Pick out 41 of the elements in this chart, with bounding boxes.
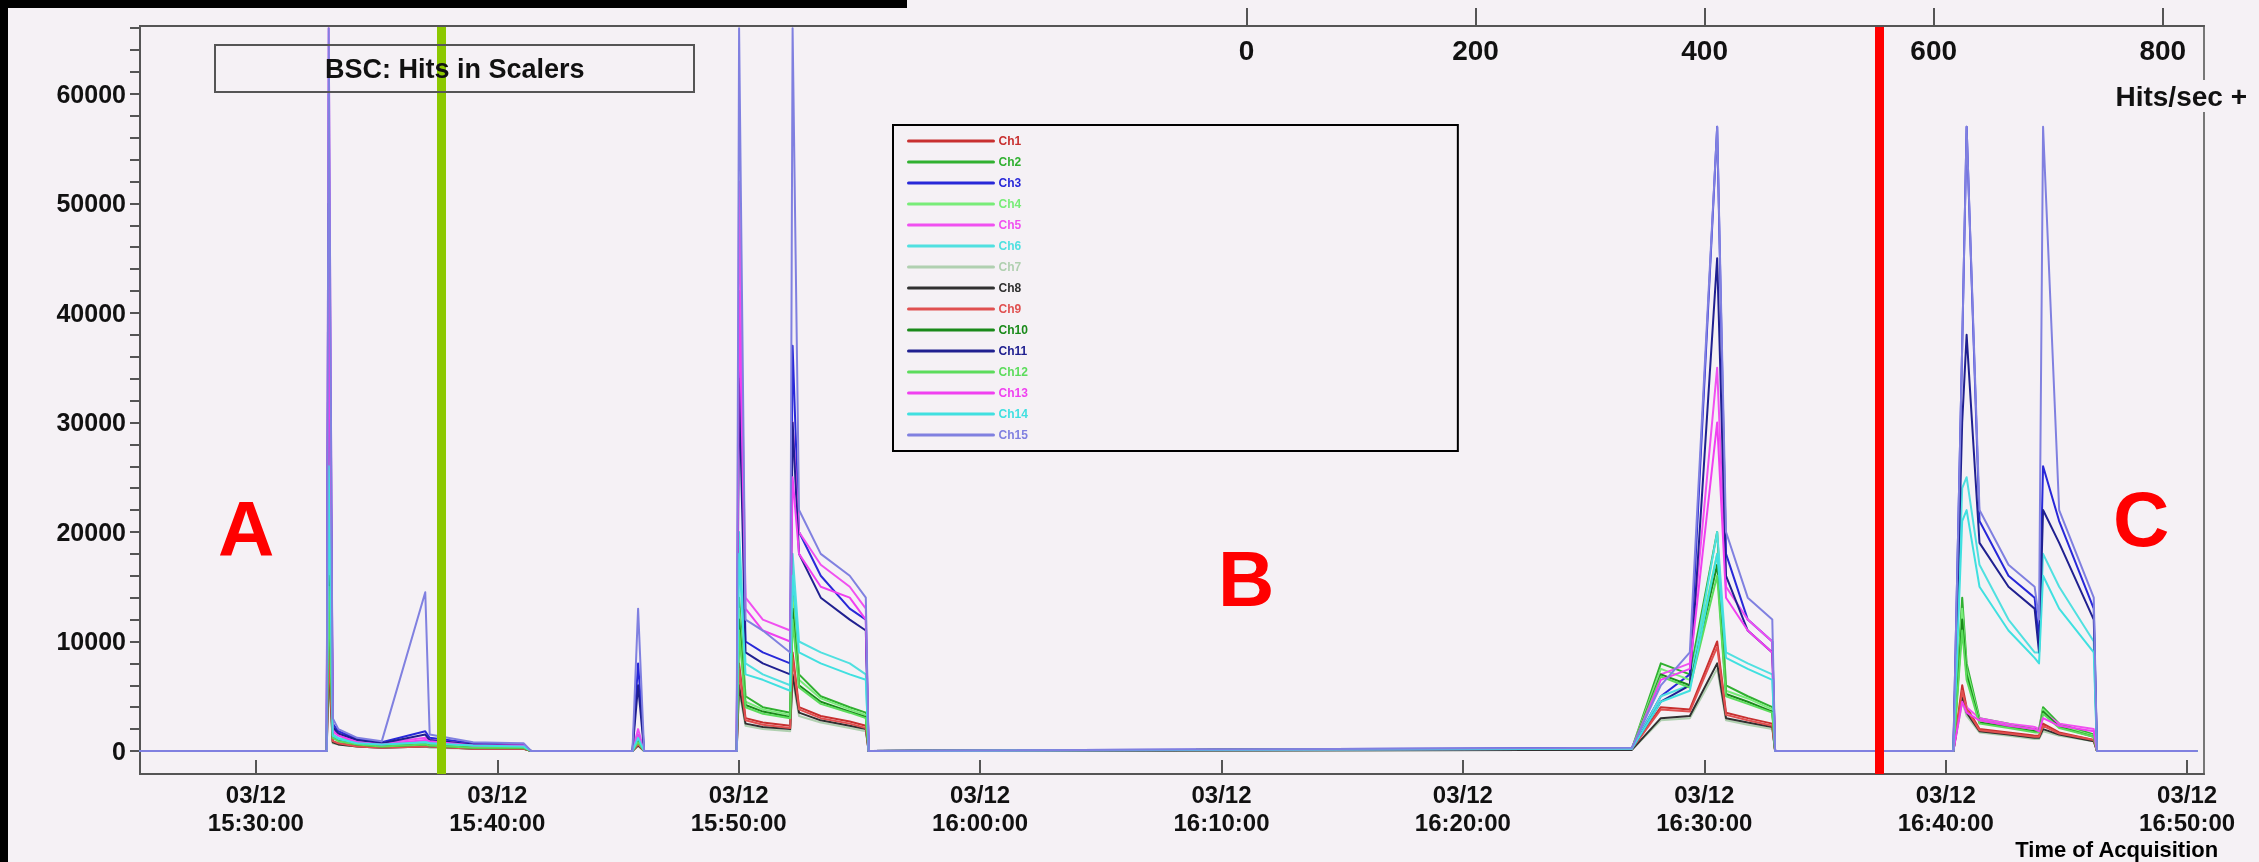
annotation: A — [218, 485, 275, 573]
text: Ch8 — [998, 281, 1022, 295]
text: Ch3 — [998, 176, 1022, 190]
text: Ch5 — [998, 218, 1022, 232]
text: Ch10 — [998, 323, 1029, 337]
text: Ch4 — [998, 197, 1022, 211]
x-tick-label: 03/12 15:50:00 — [690, 780, 787, 836]
x2-tick-label: 400 — [1681, 34, 1728, 66]
annotation: C — [2113, 475, 2170, 563]
text: Ch6 — [998, 239, 1022, 253]
x-tick-label: 03/12 16:50:00 — [2139, 780, 2236, 836]
x2-tick-label: 800 — [2139, 34, 2187, 66]
text: Ch9 — [998, 302, 1022, 316]
x-tick-label: 03/12 16:10:00 — [1173, 780, 1270, 836]
annotation: B — [1218, 535, 1275, 623]
x-tick-label: 03/12 16:30:00 — [1656, 780, 1753, 836]
y-tick-label: 10000 — [56, 627, 126, 656]
text: Ch2 — [998, 155, 1022, 169]
x-tick-label: 03/12 16:40:00 — [1897, 780, 1994, 836]
x2-tick-label: 0 — [1238, 34, 1255, 66]
y-tick-label: 40000 — [56, 298, 126, 327]
y-tick-label: 20000 — [56, 517, 126, 546]
x-axis-title: Time of Acquisition — [2015, 836, 2219, 862]
x2-tick-label: 200 — [1452, 34, 1499, 66]
text: Ch7 — [998, 260, 1022, 274]
text: Ch13 — [998, 386, 1029, 400]
x2-axis-title: Hits/sec + — [2115, 80, 2248, 112]
text: Ch11 — [998, 344, 1028, 358]
y-tick-label: 30000 — [56, 408, 126, 437]
x-tick-label: 03/12 15:40:00 — [449, 780, 546, 836]
text: Ch14 — [998, 407, 1029, 421]
x-tick-label: 03/12 16:20:00 — [1414, 780, 1511, 836]
y-tick-label: 0 — [112, 737, 126, 765]
y-tick-label: 60000 — [56, 79, 126, 108]
text: Ch1 — [998, 134, 1022, 148]
x-tick-label: 03/12 15:30:00 — [207, 780, 304, 836]
x-tick-label: 03/12 16:00:00 — [932, 780, 1029, 836]
y-tick-label: 50000 — [56, 189, 126, 218]
x2-tick-label: 600 — [1910, 34, 1958, 66]
text: Ch12 — [998, 365, 1029, 379]
text: Ch15 — [998, 428, 1029, 442]
